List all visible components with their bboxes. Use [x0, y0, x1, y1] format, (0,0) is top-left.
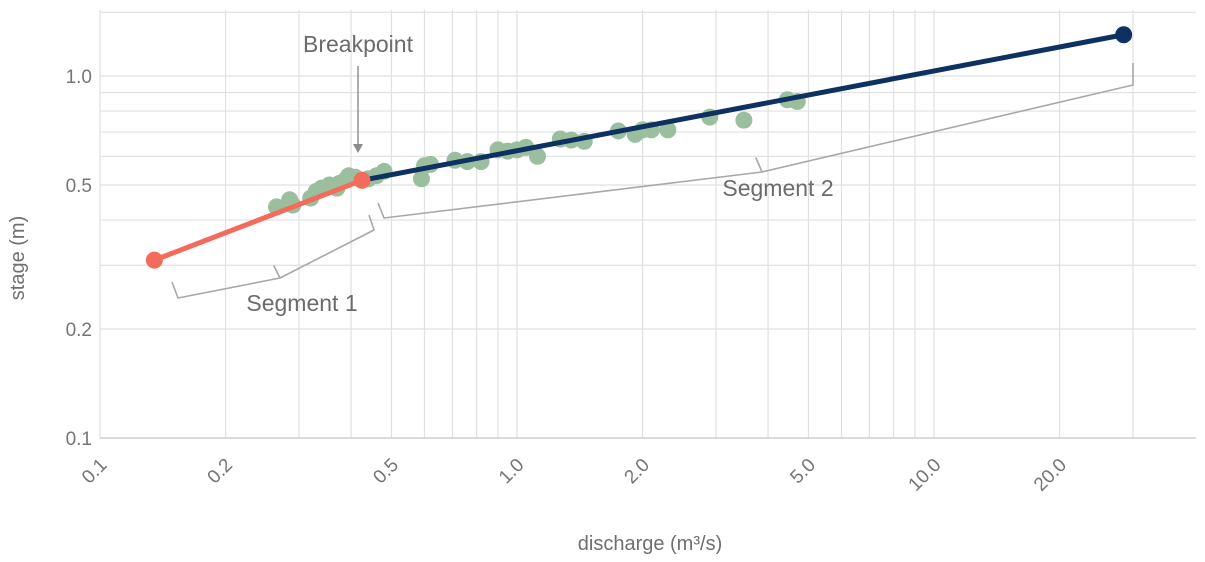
y-tick-label: 1.0: [66, 67, 92, 88]
x-tick-label: 1.0: [495, 455, 529, 489]
segment2-end-point: [1115, 26, 1133, 44]
observation-point: [735, 111, 753, 129]
segment1-line: [151, 177, 365, 263]
y-tick-label: 0.1: [66, 429, 92, 450]
annotations: Breakpoint Segment 1 Segment 2: [171, 31, 1134, 316]
x-tick-label: 0.5: [369, 455, 403, 489]
x-tick-label: 0.2: [204, 455, 238, 489]
y-tick-label: 0.2: [66, 320, 92, 341]
x-tick-label: 10.0: [905, 455, 946, 496]
segment1-start-point: [145, 251, 163, 269]
observation-point: [412, 170, 430, 188]
tick-labels: 0.1 0.2 0.5 1.0 2.0 5.0 10.0 20.0 0.1 0.2 0.5 1.0: [66, 67, 1071, 496]
x-tick-label: 20.0: [1030, 455, 1071, 496]
x-tick-label: 5.0: [786, 455, 820, 489]
breakpoint-arrowhead: [353, 144, 363, 153]
breakpoint-point: [353, 171, 371, 189]
segment-lines: [145, 26, 1133, 269]
observation-point: [659, 121, 677, 139]
y-axis-title: stage (m): [7, 216, 29, 300]
x-axis-title: discharge (m³/s): [578, 533, 722, 555]
y-tick-label: 0.5: [66, 176, 92, 197]
segment2-line: [359, 32, 1127, 183]
breakpoint-label: Breakpoint: [303, 31, 414, 57]
segment1-label: Segment 1: [246, 290, 357, 316]
segment2-bracket: [377, 63, 1134, 219]
grid: [99, 10, 1196, 439]
x-tick-label: 0.1: [78, 455, 112, 489]
segment1-bracket: [171, 214, 375, 299]
x-tick-label: 2.0: [621, 455, 655, 489]
segment2-label: Segment 2: [722, 175, 833, 201]
observation-point: [529, 147, 547, 165]
